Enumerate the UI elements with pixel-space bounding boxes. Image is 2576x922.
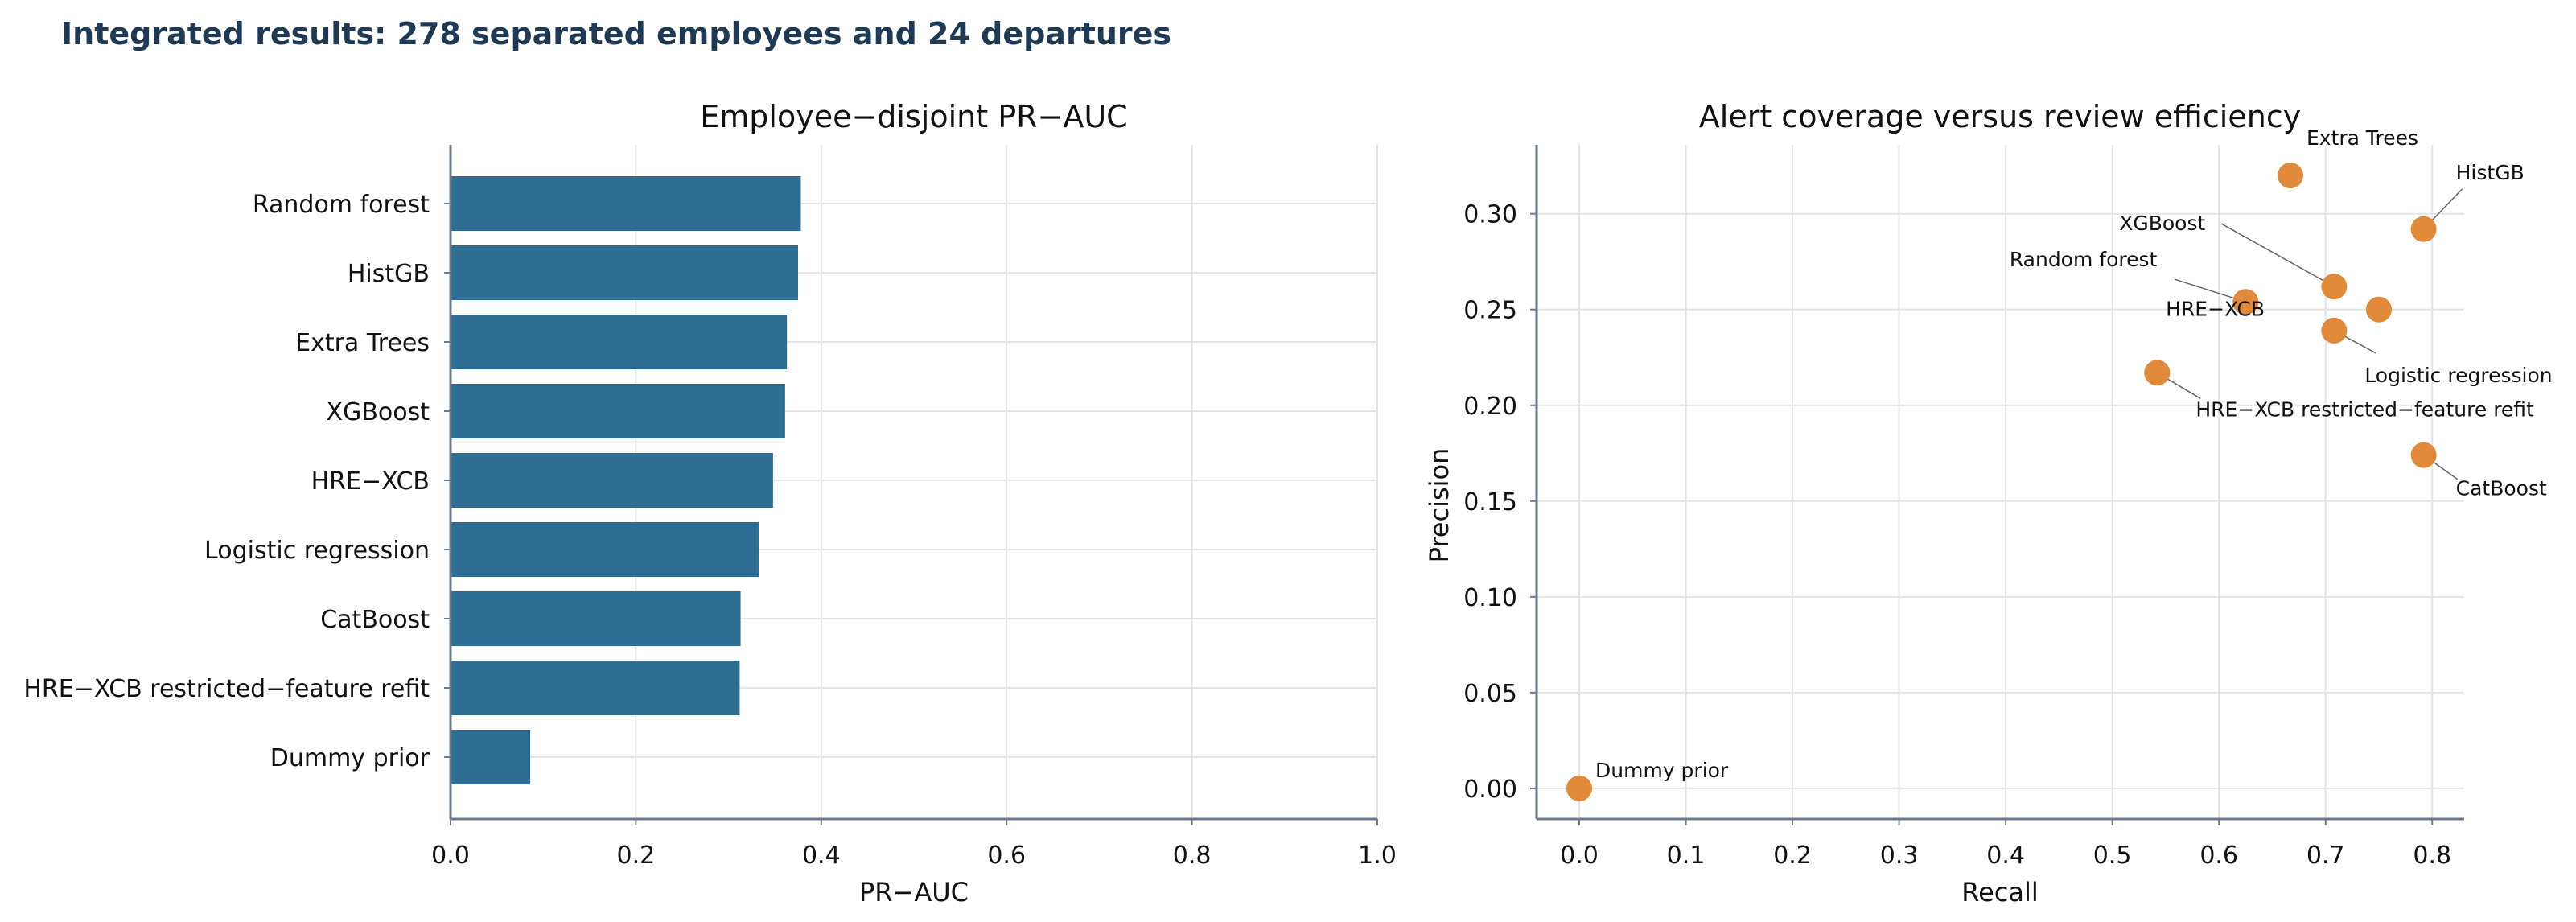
bar-extra-trees	[451, 315, 788, 369]
bar-logistic-regression	[451, 522, 759, 577]
bar-category-label: XGBoost	[327, 398, 430, 426]
bar-chart-bars	[451, 176, 801, 784]
scatter-point-hre-xcb	[2365, 296, 2392, 323]
scatter-x-tick-label: 0.7	[2306, 842, 2345, 870]
scatter-y-tick-label: 0.15	[1463, 488, 1517, 517]
scatter-point-label: Random forest	[2010, 248, 2158, 271]
bar-xgboost	[451, 384, 785, 438]
bar-random-forest	[451, 176, 801, 231]
bar-x-tick-label: 0.4	[802, 842, 841, 870]
scatter-x-tick-label: 0.2	[1773, 842, 1812, 870]
scatter-point-xgboost	[2321, 274, 2348, 300]
bar-category-label: Dummy prior	[270, 744, 430, 772]
scatter-x-tick-label: 0.8	[2413, 842, 2451, 870]
scatter-point-label: Logistic regression	[2364, 364, 2552, 387]
scatter-chart-ticks: 0.0 0.1 0.2 0.3 0.4 0.5 0.6 0.7 0.8 0.00 0.05 0.10 0…	[1463, 201, 2451, 870]
scatter-chart-precision-recall: Alert coverage versus review efficiency …	[1424, 99, 2553, 908]
bar-hre-xcb	[451, 453, 773, 508]
scatter-chart-grid	[1537, 145, 2464, 819]
scatter-y-tick-label: 0.10	[1463, 584, 1517, 612]
scatter-y-tick-label: 0.00	[1463, 776, 1517, 804]
scatter-chart-title: Alert coverage versus review efficiency	[1699, 99, 2301, 134]
scatter-y-tick-label: 0.20	[1463, 393, 1517, 421]
scatter-point-logistic-regression	[2321, 317, 2348, 344]
scatter-point-label: Dummy prior	[1595, 759, 1729, 782]
scatter-x-tick-label: 0.4	[1986, 842, 2025, 870]
scatter-x-tick-label: 0.0	[1560, 842, 1599, 870]
scatter-chart-x-axis-label: Recall	[1961, 877, 2038, 908]
scatter-point-dummy-prior	[1566, 775, 1593, 801]
bar-chart-pr-auc: Employee−disjoint PR−AUC 0.0 0.2 0.4 0.6 0.8…	[23, 99, 1397, 908]
bar-x-tick-label: 1.0	[1358, 842, 1397, 870]
bar-category-label: Extra Trees	[295, 329, 430, 357]
scatter-chart-y-axis-label: Precision	[1424, 448, 1455, 563]
bar-histgb	[451, 245, 798, 300]
scatter-point-hre-xcb-restricted-feature-refit	[2144, 360, 2171, 386]
scatter-point-label: CatBoost	[2456, 477, 2547, 500]
scatter-point-extra-trees	[2277, 163, 2303, 189]
scatter-y-tick-label: 0.30	[1463, 201, 1517, 229]
scatter-point-label: Extra Trees	[2306, 126, 2418, 150]
scatter-point-label: XGBoost	[2119, 212, 2205, 235]
bar-x-tick-label: 0.8	[1173, 842, 1212, 870]
scatter-chart-axes	[1535, 145, 2464, 821]
bar-category-label: HRE−XCB restricted−feature refit	[23, 675, 430, 703]
bar-x-tick-label: 0.2	[617, 842, 656, 870]
scatter-point-histgb	[2410, 216, 2437, 242]
bar-catboost	[451, 591, 741, 646]
scatter-x-tick-label: 0.5	[2093, 842, 2132, 870]
scatter-point-random-forest	[2232, 289, 2259, 315]
figure-title: Integrated results: 278 separated employ…	[61, 16, 1172, 51]
scatter-y-tick-label: 0.05	[1463, 680, 1517, 708]
bar-chart-x-axis-label: PR−AUC	[859, 877, 969, 908]
scatter-point-label: HRE−XCB	[2166, 298, 2265, 321]
scatter-chart-points	[1566, 163, 2437, 801]
bar-dummy-prior	[451, 730, 531, 784]
bar-category-label: CatBoost	[320, 606, 430, 634]
scatter-point-label: HRE−XCB restricted−feature refit	[2195, 397, 2534, 421]
scatter-leader-line	[2220, 223, 2335, 287]
bar-category-label: HRE−XCB	[311, 467, 430, 496]
bar-category-label: Random forest	[253, 191, 430, 219]
bar-hre-xcb-restricted-feature-refit	[451, 661, 740, 715]
bar-category-label: HistGB	[348, 260, 430, 288]
scatter-x-tick-label: 0.6	[2199, 842, 2238, 870]
scatter-point-catboost	[2410, 442, 2437, 468]
bar-x-tick-label: 0.0	[431, 842, 470, 870]
scatter-x-tick-label: 0.1	[1667, 842, 1706, 870]
bar-chart-title: Employee−disjoint PR−AUC	[700, 99, 1127, 134]
bar-x-tick-label: 0.6	[987, 842, 1026, 870]
bar-category-label: Logistic regression	[204, 537, 430, 565]
bar-chart-axes	[449, 145, 1377, 821]
scatter-point-label: HistGB	[2456, 161, 2525, 184]
scatter-chart-annotations: Extra Trees HistGB XGBoost Random forest HRE…	[1595, 126, 2553, 782]
bar-chart-ticks: 0.0 0.2 0.4 0.6 0.8 1.0 Random forest HistGB Ext…	[23, 191, 1397, 870]
scatter-x-tick-label: 0.3	[1880, 842, 1919, 870]
scatter-y-tick-label: 0.25	[1463, 297, 1517, 325]
